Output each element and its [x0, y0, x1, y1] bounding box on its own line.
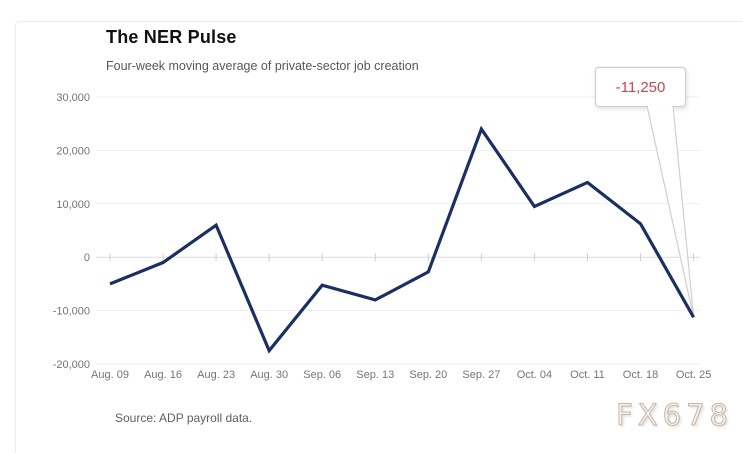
source-note: Source: ADP payroll data.	[115, 411, 253, 425]
svg-text:Aug. 09: Aug. 09	[91, 369, 129, 381]
svg-text:Aug. 23: Aug. 23	[197, 369, 235, 381]
svg-text:Sep. 13: Sep. 13	[356, 369, 394, 381]
svg-text:Oct. 18: Oct. 18	[623, 369, 658, 381]
svg-text:Oct. 11: Oct. 11	[570, 369, 605, 381]
svg-text:20,000: 20,000	[56, 145, 90, 157]
chart-title: The NER Pulse	[106, 27, 237, 47]
annotation-label: -11,250	[615, 79, 666, 96]
svg-text:Sep. 06: Sep. 06	[303, 369, 341, 381]
watermark-logo: FX678	[616, 398, 733, 433]
svg-text:30,000: 30,000	[56, 92, 90, 104]
y-axis-labels: 30,000 20,000 10,000 0 -10,000 -20,000	[53, 92, 90, 371]
svg-text:Oct. 04: Oct. 04	[517, 369, 552, 381]
chart-subtitle: Four-week moving average of private-sect…	[106, 59, 419, 73]
gridlines	[96, 96, 700, 365]
svg-text:Sep. 27: Sep. 27	[462, 369, 500, 381]
svg-text:-20,000: -20,000	[53, 359, 90, 371]
svg-text:Aug. 30: Aug. 30	[250, 369, 288, 381]
svg-text:Aug. 16: Aug. 16	[144, 369, 182, 381]
x-axis-labels: Aug. 09 Aug. 16 Aug. 23 Aug. 30 Sep. 06 Sep. …	[91, 369, 711, 381]
zero-axis-ticks	[109, 253, 695, 262]
svg-text:Oct. 25: Oct. 25	[676, 369, 711, 381]
svg-text:-10,000: -10,000	[53, 306, 90, 318]
svg-text:Sep. 20: Sep. 20	[409, 369, 447, 381]
series-line	[109, 125, 695, 354]
svg-text:0: 0	[84, 252, 90, 264]
annotation-callout	[594, 66, 695, 318]
svg-text:10,000: 10,000	[56, 199, 90, 211]
